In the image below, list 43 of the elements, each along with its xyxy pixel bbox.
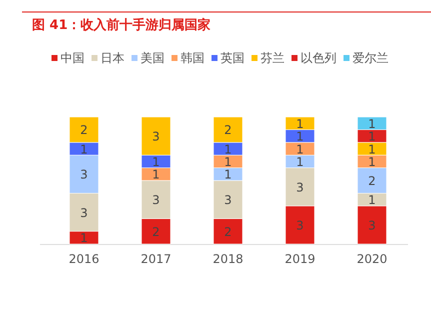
data-label: 1 [368, 193, 376, 208]
data-label: 1 [224, 168, 232, 182]
data-label: 1 [368, 154, 376, 169]
data-label: 3 [80, 168, 88, 182]
data-label: 1 [296, 154, 304, 169]
data-label: 3 [80, 206, 88, 220]
legend-label: 芬兰 [260, 51, 284, 65]
data-label: 1 [80, 231, 88, 246]
legend-label: 爱尔兰 [352, 51, 388, 65]
data-label: 1 [296, 116, 304, 131]
data-label: 2 [152, 224, 160, 239]
data-label: 3 [296, 218, 304, 232]
data-label: 1 [152, 168, 160, 182]
data-label: 1 [368, 142, 376, 156]
legend-label: 日本 [100, 51, 124, 65]
data-label: 3 [224, 193, 232, 208]
data-label: 1 [152, 154, 160, 169]
data-label: 1 [296, 142, 304, 156]
data-label: 1 [224, 142, 232, 156]
chart-title: 图 41：收入前十手游归属国家 [32, 17, 211, 33]
legend-label: 美国 [140, 51, 164, 65]
data-label: 1 [80, 142, 88, 156]
legend-label: 中国 [60, 51, 84, 65]
data-label: 1 [368, 130, 376, 144]
x-tick-label: 2020 [356, 252, 388, 266]
x-tick-label: 2016 [68, 252, 100, 266]
data-label: 1 [296, 130, 304, 144]
legend-label: 以色列 [300, 51, 336, 65]
x-tick-label: 2019 [284, 252, 316, 266]
legend-label: 英国 [220, 51, 244, 65]
data-label: 3 [152, 193, 160, 208]
data-label: 1 [224, 154, 232, 169]
data-label: 2 [224, 224, 232, 239]
data-label: 2 [368, 174, 376, 188]
x-tick-label: 2018 [212, 252, 244, 266]
x-tick-label: 2017 [140, 252, 172, 266]
data-label: 3 [368, 218, 376, 232]
data-label: 2 [80, 123, 88, 138]
data-label: 3 [296, 180, 304, 194]
legend-label: 韩国 [180, 51, 204, 65]
data-label: 1 [368, 116, 376, 131]
data-label: 2 [224, 123, 232, 138]
data-label: 3 [152, 130, 160, 144]
